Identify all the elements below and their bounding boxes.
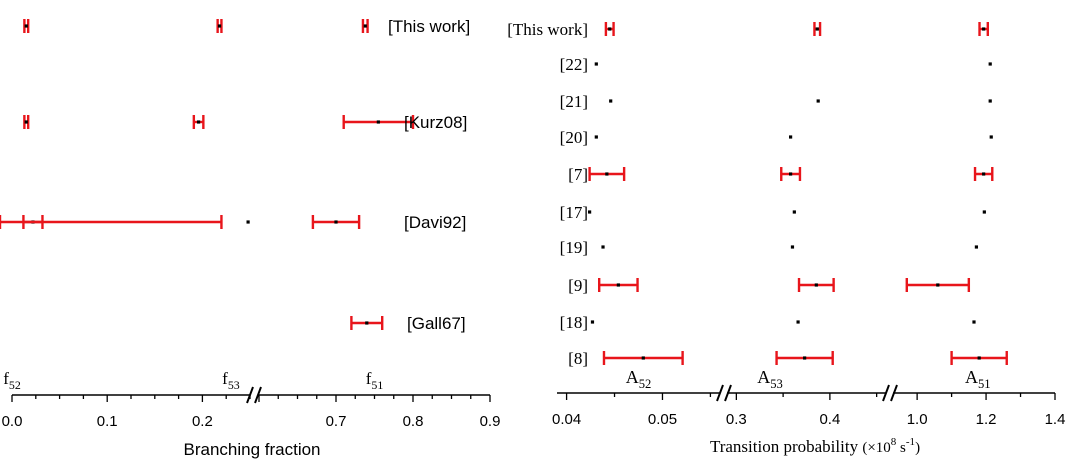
quantity-label: A52	[626, 367, 652, 391]
data-point	[814, 283, 818, 287]
data-row	[594, 135, 993, 139]
x-tick-label: 0.1	[97, 413, 118, 430]
data-point	[24, 120, 28, 124]
row-label: [20]	[560, 128, 588, 147]
data-point	[803, 356, 807, 360]
row-label: [7]	[568, 165, 588, 184]
data-row	[588, 210, 986, 214]
axis-break-mark	[724, 384, 732, 402]
quantity-label: f53	[222, 369, 240, 392]
axis-break-mark	[254, 386, 262, 404]
x-tick-label: 0.2	[192, 413, 213, 430]
x-tick-label: 0.8	[403, 413, 424, 430]
row-label: [8]	[568, 349, 588, 368]
data-row	[588, 167, 994, 181]
x-tick-label: 1.0	[907, 411, 928, 428]
data-point	[789, 172, 793, 176]
data-point	[988, 99, 992, 103]
x-tick-label: 0.0	[2, 413, 23, 430]
axis-break-mark	[890, 384, 898, 402]
x-tick-label: 0.9	[480, 413, 501, 430]
data-point	[796, 320, 800, 324]
row-label: [9]	[568, 276, 588, 295]
data-row	[23, 115, 415, 129]
data-row	[23, 19, 369, 33]
x-tick-label: 0.7	[326, 413, 347, 430]
data-point	[792, 210, 796, 214]
data-row	[604, 22, 989, 36]
x-tick-label: 0.4	[819, 411, 840, 428]
row-label: [Kurz08]	[404, 113, 467, 132]
row-label: [This work]	[507, 20, 588, 39]
data-point	[616, 283, 620, 287]
data-row	[594, 62, 992, 66]
quantity-label: f52	[3, 369, 21, 392]
data-point	[974, 245, 979, 249]
data-point	[936, 283, 940, 287]
data-row	[590, 320, 976, 324]
x-tick-label: 0.04	[552, 411, 581, 428]
row-label: [19]	[560, 238, 588, 257]
data-point	[605, 172, 609, 176]
data-row	[0, 215, 361, 229]
row-label: [Gall67]	[407, 314, 466, 333]
row-label: [Davi92]	[404, 213, 466, 232]
data-point	[972, 320, 976, 324]
data-point	[641, 356, 645, 360]
row-label: [18]	[560, 313, 588, 332]
data-point	[982, 210, 986, 214]
quantity-label: f51	[366, 369, 384, 392]
data-point	[246, 220, 250, 224]
x-tick-label: 0.05	[648, 411, 677, 428]
data-row	[350, 316, 384, 330]
data-point	[365, 321, 369, 325]
data-point	[217, 24, 222, 28]
data-row	[609, 99, 992, 103]
data-point	[24, 24, 28, 28]
data-row	[602, 351, 1008, 365]
data-point	[815, 27, 819, 31]
data-point	[334, 220, 338, 224]
data-point	[588, 210, 592, 214]
data-point	[594, 135, 598, 139]
x-axis-title: Transition probability (×108 s-1)	[710, 436, 920, 456]
data-point	[376, 120, 380, 124]
axis-break-mark	[882, 384, 890, 402]
data-point	[196, 120, 201, 124]
branching-fraction-chart: 0.0 0.1 0.2 0.7 0.8 0.9 f52 f53 f51 Branching fra…	[0, 17, 500, 459]
x-tick-label: 1.2	[976, 411, 997, 428]
data-row	[601, 245, 979, 249]
data-point	[982, 27, 986, 31]
x-axis-title: Branching fraction	[183, 440, 320, 459]
x-tick-label: 1.4	[1045, 411, 1066, 428]
data-point	[590, 320, 595, 324]
data-point	[977, 356, 981, 360]
row-label: [21]	[560, 92, 588, 111]
axis-break-mark	[716, 384, 724, 402]
data-point	[601, 245, 605, 249]
data-row	[597, 278, 971, 292]
data-point	[363, 24, 367, 28]
data-point	[816, 99, 820, 103]
x-tick-label: 0.3	[726, 411, 747, 428]
row-label: [22]	[560, 55, 588, 74]
data-point	[789, 135, 793, 139]
quantity-label: A51	[965, 367, 991, 391]
data-point	[989, 135, 993, 139]
data-point	[988, 62, 992, 66]
data-point	[608, 27, 612, 31]
row-label: [This work]	[388, 17, 470, 36]
data-point	[594, 62, 598, 66]
row-label: [17]	[560, 203, 588, 222]
transition-probability-chart: 0.04 0.05 0.3 0.4 1.0 1.2 1.4 A52 A53 A51 Transiti…	[507, 20, 1065, 456]
data-point	[609, 99, 613, 103]
quantity-label: A53	[757, 367, 783, 391]
data-point	[982, 172, 986, 176]
data-point	[790, 245, 795, 249]
